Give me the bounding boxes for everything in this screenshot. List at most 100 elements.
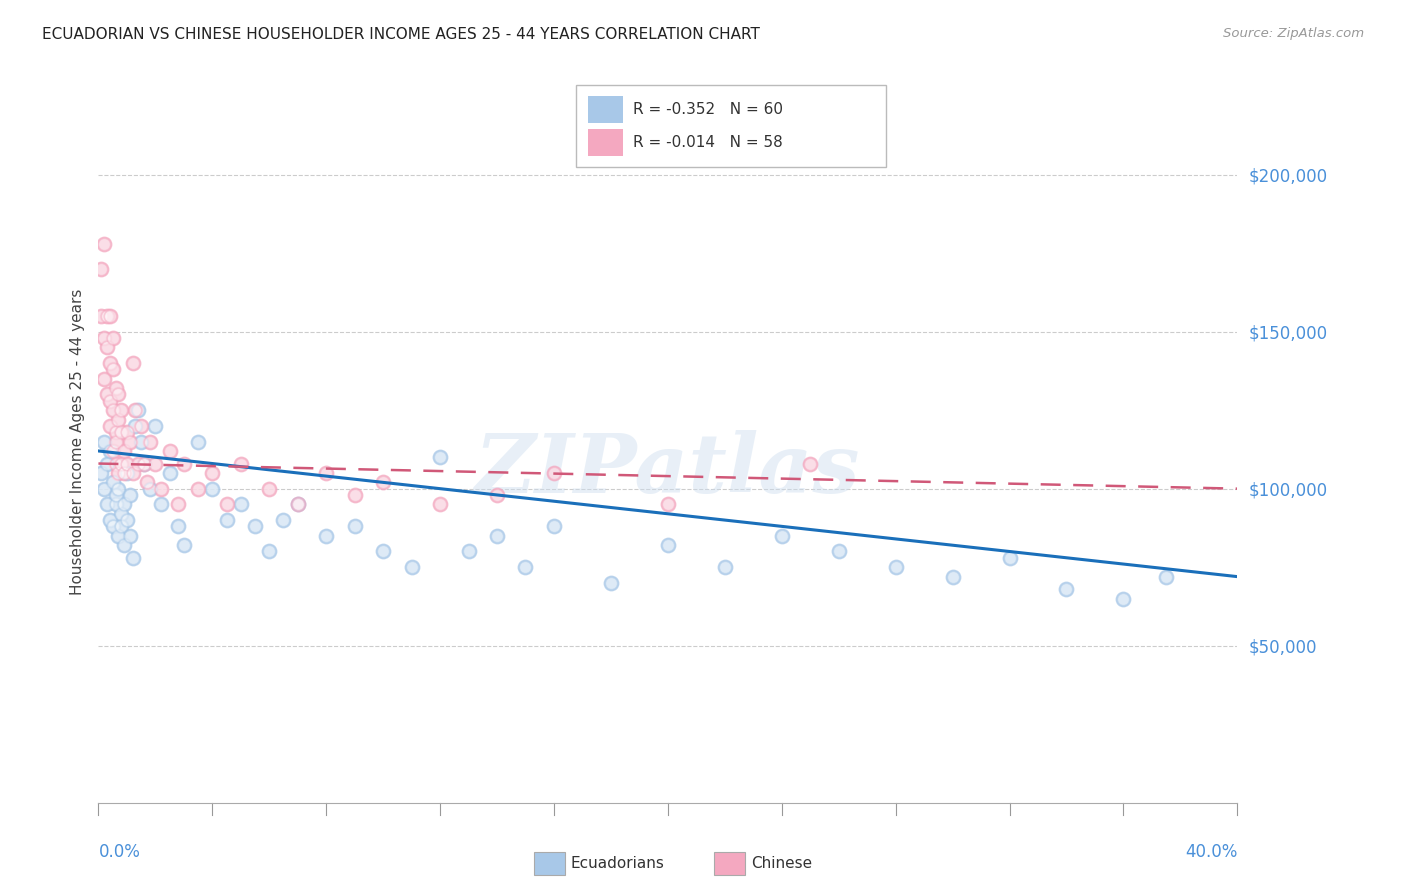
Point — [215, 497, 238, 511]
Point — [259, 544, 281, 558]
Point — [115, 466, 138, 480]
Point — [657, 497, 679, 511]
Point — [714, 560, 737, 574]
Point — [118, 488, 141, 502]
Point — [90, 466, 112, 480]
Point — [515, 560, 537, 574]
Point — [273, 513, 295, 527]
Point — [229, 497, 252, 511]
Point — [96, 497, 118, 511]
Point — [118, 434, 141, 449]
Point — [90, 261, 112, 276]
Point — [121, 466, 143, 480]
Point — [343, 488, 366, 502]
Point — [112, 466, 135, 480]
Point — [315, 529, 337, 543]
Point — [343, 519, 366, 533]
Point — [98, 513, 121, 527]
Point — [657, 497, 679, 511]
Point — [115, 513, 138, 527]
Point — [107, 482, 129, 496]
Point — [101, 362, 124, 376]
Point — [104, 457, 127, 471]
Point — [124, 418, 146, 433]
Text: ZIPatlas: ZIPatlas — [475, 431, 860, 510]
Text: Source: ZipAtlas.com: Source: ZipAtlas.com — [1223, 27, 1364, 40]
Point — [229, 457, 252, 471]
Point — [167, 519, 190, 533]
Point — [799, 457, 821, 471]
Point — [287, 497, 309, 511]
Point — [287, 497, 309, 511]
Point — [121, 466, 143, 480]
Point — [215, 513, 238, 527]
Point — [457, 544, 479, 558]
Point — [828, 544, 851, 558]
Point — [127, 457, 149, 471]
Point — [373, 544, 395, 558]
Point — [145, 457, 167, 471]
Point — [259, 482, 281, 496]
Point — [150, 497, 173, 511]
Point — [429, 497, 451, 511]
Text: R = -0.014   N = 58: R = -0.014 N = 58 — [633, 136, 783, 150]
Point — [101, 475, 124, 490]
Point — [112, 444, 135, 458]
Point — [770, 529, 793, 543]
Point — [110, 403, 132, 417]
Point — [273, 513, 295, 527]
Point — [104, 488, 127, 502]
Point — [1154, 569, 1177, 583]
Point — [101, 519, 124, 533]
Point — [884, 560, 907, 574]
Point — [167, 497, 190, 511]
Point — [401, 560, 423, 574]
Point — [101, 403, 124, 417]
Point — [1154, 569, 1177, 583]
Point — [93, 372, 115, 386]
Text: R = -0.352   N = 60: R = -0.352 N = 60 — [633, 103, 783, 117]
Point — [110, 403, 132, 417]
Point — [112, 497, 135, 511]
Point — [1056, 582, 1078, 597]
Point — [98, 309, 121, 323]
Point — [96, 387, 118, 401]
Point — [173, 457, 195, 471]
Point — [159, 466, 181, 480]
Point — [101, 519, 124, 533]
Point — [167, 497, 190, 511]
Point — [98, 356, 121, 370]
Point — [942, 569, 965, 583]
Point — [201, 466, 224, 480]
Point — [101, 444, 124, 458]
Point — [104, 381, 127, 395]
Point — [112, 538, 135, 552]
Point — [93, 331, 115, 345]
Point — [93, 434, 115, 449]
Point — [132, 457, 155, 471]
Point — [159, 466, 181, 480]
Point — [150, 497, 173, 511]
Point — [543, 519, 565, 533]
Point — [98, 513, 121, 527]
Point — [132, 457, 155, 471]
Point — [145, 418, 167, 433]
Point — [373, 544, 395, 558]
Point — [121, 550, 143, 565]
Point — [110, 507, 132, 521]
Point — [243, 519, 266, 533]
Point — [229, 457, 252, 471]
Point — [98, 444, 121, 458]
Point — [135, 475, 157, 490]
Point — [187, 482, 209, 496]
Point — [107, 482, 129, 496]
Point — [486, 488, 509, 502]
Point — [138, 434, 160, 449]
Point — [90, 466, 112, 480]
Point — [121, 550, 143, 565]
Point — [486, 488, 509, 502]
Point — [96, 457, 118, 471]
Point — [115, 457, 138, 471]
Point — [101, 362, 124, 376]
Point — [173, 538, 195, 552]
